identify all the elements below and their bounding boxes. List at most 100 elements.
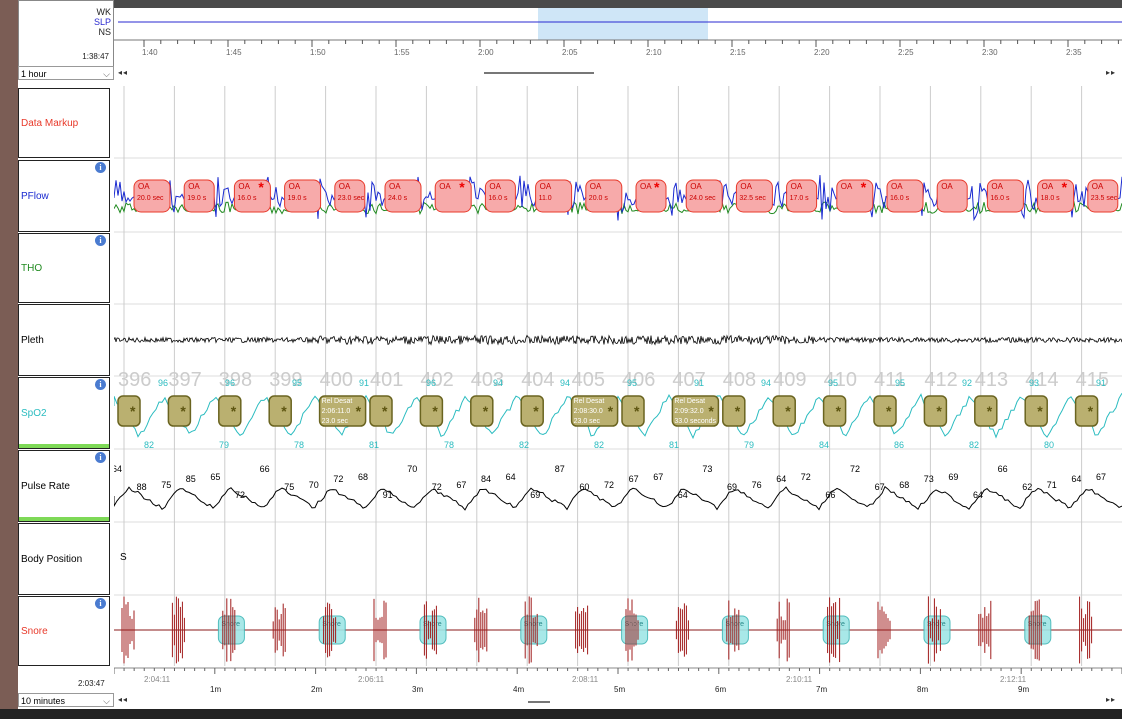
pulse-value: 72 — [432, 482, 442, 492]
channel-spo2[interactable]: SpO2 i — [18, 377, 110, 449]
oa-label: OA — [740, 182, 752, 191]
desat-event-box — [570, 395, 619, 427]
spo2-low-value: 82 — [594, 440, 604, 450]
oa-event-box — [233, 179, 271, 213]
epoch-number: 397 — [168, 369, 201, 391]
time-axis: 2:04:11 2:06:11 2:08:11 2:10:11 2:12:11 1m 2m 3… — [114, 667, 1122, 692]
epoch-number: 400 — [320, 369, 353, 391]
snore-burst — [877, 601, 891, 659]
oa-label: OA — [188, 182, 200, 191]
snore-burst — [625, 598, 639, 662]
hypnogram-chart[interactable]: 1:40 1:45 1:50 1:55 2:00 2:05 2:10 2:15 2:20 2:25… — [114, 0, 1122, 66]
epoch-number: 414 — [1025, 369, 1058, 391]
tick-label: 1:45 — [226, 48, 242, 57]
pulse-value: 67 — [653, 472, 663, 482]
spo2-value: 95 — [895, 378, 905, 388]
top-scrollbar[interactable] — [484, 72, 594, 74]
oa-event-box — [183, 179, 215, 213]
pulse-value: 64 — [678, 490, 688, 500]
oa-event-box — [735, 179, 773, 213]
event-marker-icon: * — [459, 179, 465, 195]
info-icon[interactable]: i — [95, 598, 106, 609]
signal-plot[interactable]: 396 397 398 399 400 401 402 403 404 405 406 407 408 4… — [114, 86, 1122, 666]
snore-burst — [575, 605, 589, 655]
oa-duration: 20.0 sec — [137, 195, 164, 202]
desat-event: * — [369, 395, 393, 427]
oa-label: OA — [791, 182, 803, 191]
spo2-low-value: 78 — [444, 440, 454, 450]
channel-pflow[interactable]: PFlow i — [18, 160, 110, 232]
pulse-value: 62 — [1022, 482, 1032, 492]
info-icon[interactable]: i — [95, 379, 106, 390]
chevron-down-icon: ⌵ — [103, 696, 110, 706]
clock-tick-label: 2:04:11 — [144, 675, 171, 684]
chevron-down-icon: ⌵ — [103, 69, 110, 79]
desat-event-box — [923, 395, 948, 427]
bottom-nav-forward-button[interactable]: ▸▸ — [1106, 695, 1117, 704]
oa-label: OA — [238, 182, 250, 191]
clock-tick-label: 2:10:11 — [786, 675, 813, 684]
oa-label: OA — [690, 182, 702, 191]
channel-body-position[interactable]: Body Position — [18, 523, 110, 595]
event-marker-icon: * — [432, 403, 438, 419]
epoch-number: 407 — [672, 369, 705, 391]
top-window-select[interactable]: 1 hour ⌵ — [18, 66, 114, 80]
desat-detail: Rel Desat 2:06:11.0 23.0 sec — [322, 398, 353, 425]
bottom-window-select[interactable]: 10 minutes ⌵ — [18, 693, 114, 707]
bottom-scrollbar[interactable] — [528, 701, 550, 703]
bottom-nav-back-button[interactable]: ◂◂ — [118, 695, 129, 704]
pulse-value: 85 — [186, 474, 196, 484]
oa-label: OA — [640, 182, 652, 191]
pulse-trace — [114, 485, 1122, 511]
desat-event: * — [621, 395, 645, 427]
epoch-number: 412 — [924, 369, 957, 391]
top-nav-forward-button[interactable]: ▸▸ — [1106, 68, 1117, 77]
desat-time: 2:06:11.0 — [322, 408, 351, 415]
desat-time: 2:08:30.0 — [574, 408, 603, 415]
oa-event-box — [1087, 179, 1119, 213]
oa-label: OA — [138, 182, 150, 191]
pulse-value: 68 — [358, 472, 368, 482]
info-icon[interactable]: i — [95, 162, 106, 173]
pulse-value: 69 — [727, 482, 737, 492]
desat-event-box — [621, 395, 645, 427]
tick-label: 2:00 — [478, 48, 494, 57]
event-marker-icon: * — [608, 403, 614, 419]
desat-event: * — [1024, 395, 1048, 427]
pulse-value: 67 — [629, 474, 639, 484]
oa-duration: 16.0 s — [990, 195, 1010, 202]
desat-event: * — [520, 395, 544, 427]
desktop-background — [0, 0, 18, 719]
top-nav-back-button[interactable]: ◂◂ — [118, 68, 129, 77]
channel-pleth[interactable]: Pleth — [18, 304, 110, 376]
event-marker-icon: * — [987, 403, 993, 419]
event-marker-icon: * — [654, 179, 660, 195]
oa-label: OA — [439, 182, 451, 191]
event-marker-icon: * — [231, 403, 237, 419]
desat-event-box — [772, 395, 796, 427]
psg-viewer: WK SLP NS 1:38:47 1 hour ⌵ ◂◂ ▸▸ 1:40 1:45… — [18, 0, 1122, 709]
event-marker-icon: * — [356, 403, 362, 419]
info-icon[interactable]: i — [95, 452, 106, 463]
tick-label: 1:50 — [310, 48, 326, 57]
channel-data-markup[interactable]: Data Markup — [18, 88, 110, 158]
event-marker-icon: * — [1088, 403, 1094, 419]
info-icon[interactable]: i — [95, 235, 106, 246]
signal-quality-bar — [19, 517, 109, 521]
oa-event: OA * — [635, 179, 667, 213]
pulse-value: 64 — [506, 472, 516, 482]
oa-label: OA — [841, 182, 853, 191]
pulse-value: 75 — [284, 482, 294, 492]
oa-duration: 24.0 s — [388, 195, 408, 202]
channel-tho[interactable]: THO i — [18, 233, 110, 303]
spo2-value: 94 — [560, 378, 570, 388]
channel-pulse-rate[interactable]: Pulse Rate i — [18, 450, 110, 522]
snore-burst — [323, 602, 337, 658]
event-marker-icon: * — [708, 403, 714, 419]
desat-event-box — [873, 395, 897, 427]
oa-event-box — [685, 179, 723, 213]
body-position-value: S — [120, 552, 127, 563]
desat-event-box — [520, 395, 544, 427]
channel-snore[interactable]: Snore i — [18, 596, 110, 666]
desat-event: * — [419, 395, 444, 427]
